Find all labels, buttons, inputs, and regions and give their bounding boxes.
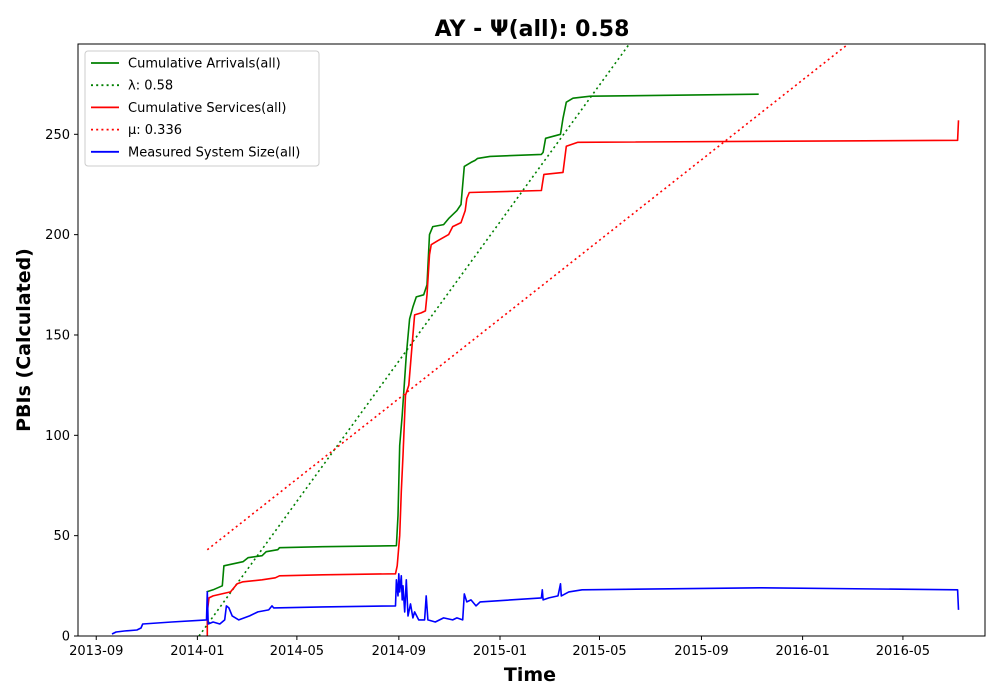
legend-label: Cumulative Services(all) — [128, 101, 286, 116]
x-axis-label: Time — [504, 664, 556, 686]
plot-frame — [77, 43, 986, 637]
x-tick-label: 2014-05 — [270, 644, 324, 659]
series-layer — [111, 44, 960, 636]
y-tick-label: 150 — [45, 328, 70, 343]
axes-layer: 2013-09 2014-01 2014-05 2014-09 2015-01 2015-… — [45, 43, 986, 659]
series-line-3 — [206, 120, 960, 636]
legend-box — [84, 50, 320, 167]
legend-label: λ: 0.58 — [128, 79, 173, 94]
series-line-4 — [206, 44, 849, 551]
series-line-2 — [198, 44, 630, 636]
x-tick-label: 2015-09 — [674, 644, 728, 659]
x-tick-label: 2014-09 — [372, 644, 426, 659]
x-tick-label: 2016-05 — [876, 644, 930, 659]
legend-label: Cumulative Arrivals(all) — [128, 57, 281, 72]
x-tick-label: 2014-01 — [170, 644, 224, 659]
x-tick-label: 2013-09 — [69, 644, 123, 659]
y-tick-label: 200 — [45, 228, 70, 243]
legend-label: μ: 0.336 — [128, 123, 182, 138]
y-tick-label: 250 — [45, 128, 70, 143]
y-tick-label: 100 — [45, 429, 70, 444]
y-axis-label: PBIs (Calculated) — [13, 248, 35, 432]
y-tick-label: 50 — [53, 529, 70, 544]
chart-title: AY - Ψ(all): 0.58 — [435, 17, 630, 42]
legend-label: Measured System Size(all) — [128, 145, 300, 160]
x-tick-label: 2016-01 — [775, 644, 829, 659]
legend: Cumulative Arrivals(all) λ: 0.58 Cumulativ… — [84, 50, 320, 167]
series-line-5 — [111, 573, 960, 635]
x-tick-label: 2015-05 — [572, 644, 626, 659]
series-line-1 — [206, 93, 759, 593]
x-tick-label: 2015-01 — [473, 644, 527, 659]
y-tick-label: 0 — [62, 630, 70, 645]
